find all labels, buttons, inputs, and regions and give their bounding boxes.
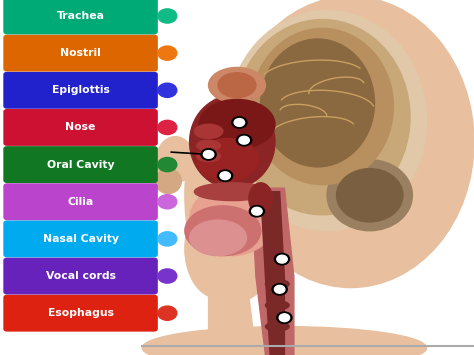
Text: Nasal Cavity: Nasal Cavity [43,234,118,244]
Text: Esophagus: Esophagus [47,308,114,318]
Polygon shape [261,192,284,355]
Text: Epiglottis: Epiglottis [52,85,109,95]
Circle shape [237,135,252,146]
Polygon shape [251,188,294,355]
Ellipse shape [185,206,261,256]
Circle shape [203,151,214,158]
Ellipse shape [209,67,265,103]
Ellipse shape [185,89,289,302]
Circle shape [218,170,233,181]
Ellipse shape [197,151,220,162]
FancyBboxPatch shape [3,220,158,257]
Polygon shape [209,277,256,355]
Circle shape [272,284,287,295]
Ellipse shape [327,160,412,231]
Ellipse shape [156,137,194,183]
Ellipse shape [265,322,289,331]
Ellipse shape [337,169,403,222]
Ellipse shape [199,99,275,149]
Ellipse shape [155,169,181,193]
Ellipse shape [228,0,474,288]
Circle shape [277,312,292,323]
Ellipse shape [142,327,427,355]
Ellipse shape [197,140,220,151]
Ellipse shape [218,73,256,98]
Ellipse shape [185,199,251,298]
Ellipse shape [265,301,289,310]
Circle shape [158,9,177,23]
Circle shape [158,195,177,209]
Circle shape [158,269,177,283]
Text: Oral Cavity: Oral Cavity [47,160,114,170]
FancyBboxPatch shape [3,109,158,146]
FancyBboxPatch shape [3,72,158,109]
Ellipse shape [249,183,273,215]
Ellipse shape [190,185,275,256]
FancyBboxPatch shape [3,35,158,72]
FancyBboxPatch shape [3,0,158,34]
FancyBboxPatch shape [3,183,158,220]
Text: Nostril: Nostril [60,48,101,58]
Circle shape [201,149,216,160]
Circle shape [274,285,285,293]
Ellipse shape [228,11,427,231]
Circle shape [220,172,230,180]
Circle shape [158,158,177,172]
Circle shape [279,314,290,322]
Circle shape [158,232,177,246]
Circle shape [232,117,247,128]
Circle shape [158,306,177,320]
Ellipse shape [190,220,246,256]
Circle shape [158,83,177,97]
Circle shape [158,46,177,60]
Circle shape [249,206,264,217]
Text: Nose: Nose [65,122,96,132]
Text: Vocal cords: Vocal cords [46,271,116,281]
Circle shape [158,120,177,135]
Ellipse shape [194,183,270,201]
Circle shape [239,136,249,144]
Ellipse shape [190,96,275,188]
Ellipse shape [251,28,393,185]
Ellipse shape [265,280,289,288]
Circle shape [274,253,290,265]
FancyBboxPatch shape [3,258,158,295]
Ellipse shape [197,138,258,181]
Ellipse shape [261,39,374,167]
FancyBboxPatch shape [3,146,158,183]
FancyBboxPatch shape [3,295,158,332]
Circle shape [277,255,287,263]
Text: Trachea: Trachea [56,11,105,21]
Ellipse shape [235,20,410,215]
Circle shape [234,119,245,126]
Circle shape [252,207,262,215]
Ellipse shape [194,124,223,138]
Text: Cilia: Cilia [67,197,94,207]
